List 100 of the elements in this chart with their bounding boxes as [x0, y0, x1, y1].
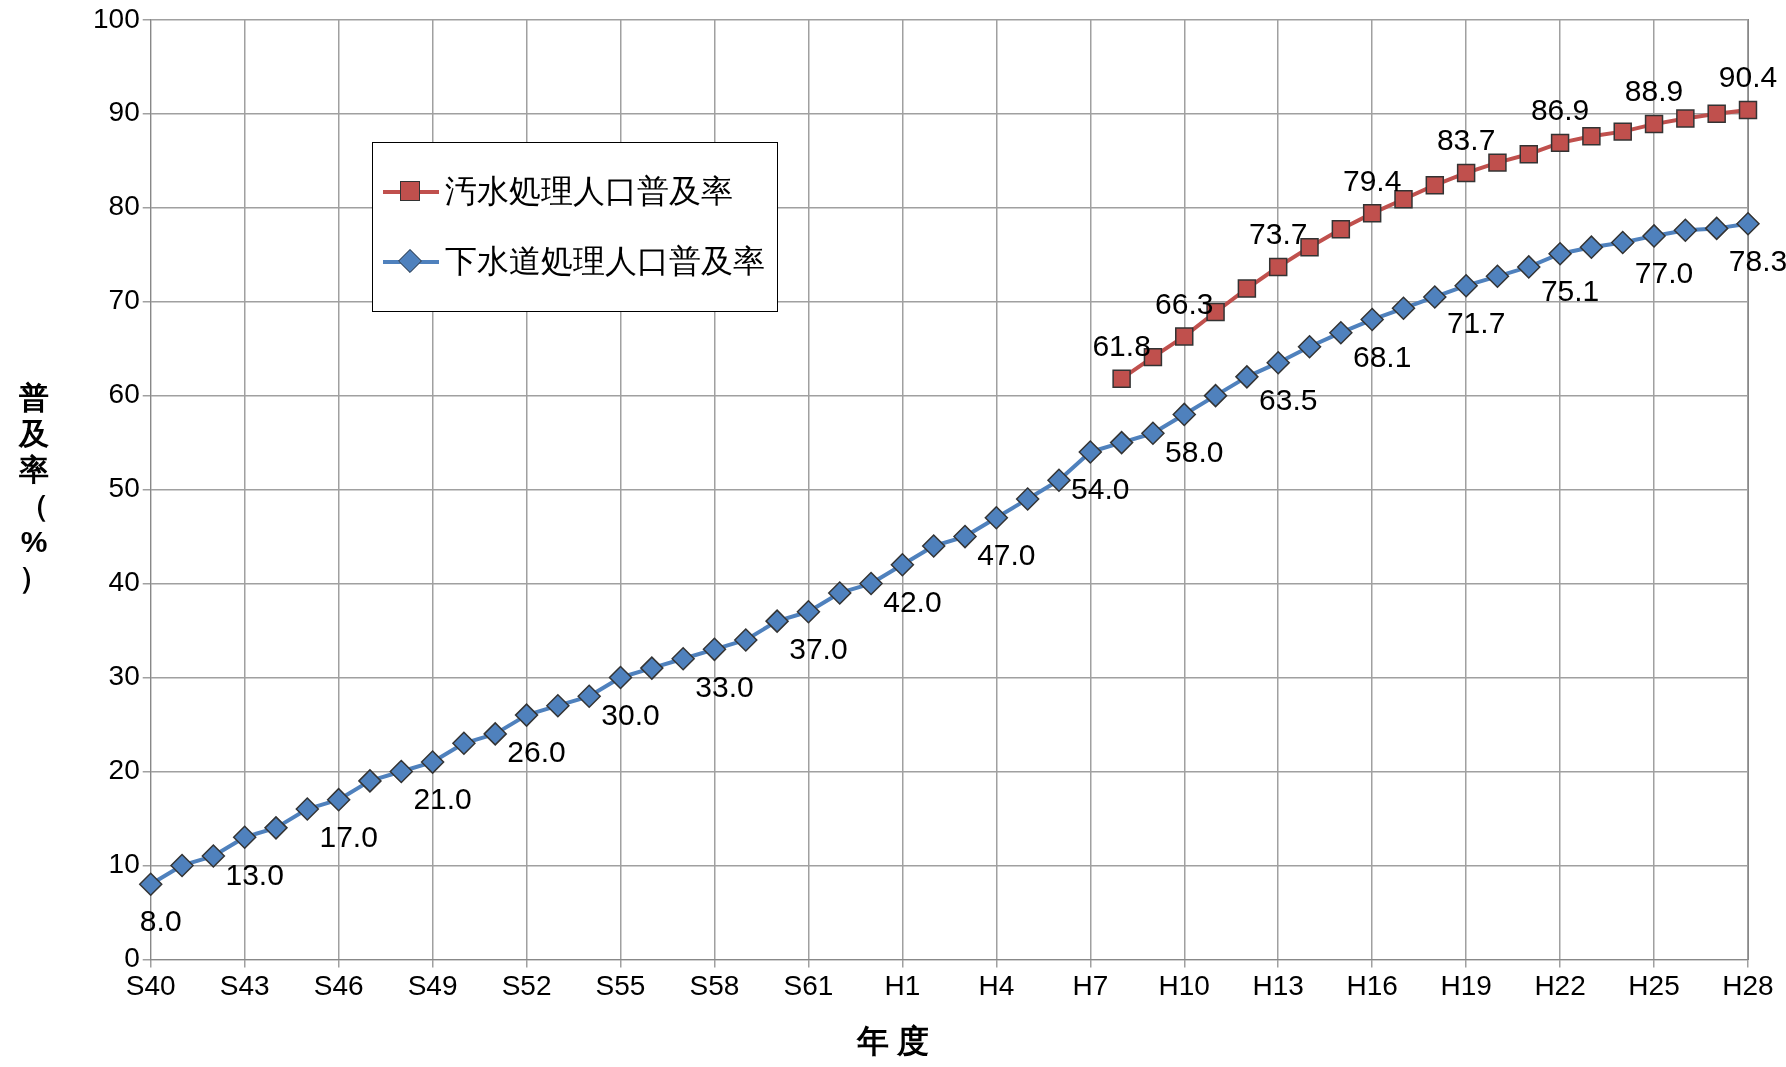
x-tick-label: H25	[1628, 969, 1680, 1001]
point	[1582, 127, 1601, 146]
point	[358, 769, 382, 793]
y-axis-title: 普及率（%）	[17, 380, 50, 596]
point	[483, 722, 507, 746]
point	[827, 581, 852, 605]
data-label: 63.5	[1259, 383, 1318, 417]
data-label: 77.0	[1634, 256, 1694, 290]
data-label: 33.0	[695, 669, 754, 703]
data-label: 86.9	[1530, 93, 1590, 127]
data-label: 71.7	[1446, 305, 1506, 339]
point	[1362, 204, 1382, 223]
x-tick-label: H4	[978, 969, 1015, 1001]
x-tick-label: H7	[1072, 969, 1109, 1001]
point	[264, 816, 288, 840]
point	[1519, 144, 1538, 164]
point	[1237, 279, 1257, 298]
point	[1391, 296, 1416, 321]
point	[138, 872, 163, 896]
point	[1203, 383, 1228, 408]
data-label: 54.0	[1071, 472, 1130, 506]
point	[1235, 365, 1259, 389]
data-label: 13.0	[225, 857, 284, 891]
x-tick-label: S58	[689, 969, 740, 1001]
x-tick-label: H28	[1722, 969, 1774, 1001]
point	[1707, 104, 1726, 123]
point	[577, 684, 601, 709]
x-tick-label: S52	[501, 969, 552, 1001]
point	[295, 797, 320, 821]
data-label: 58.0	[1165, 434, 1224, 468]
point	[420, 750, 445, 774]
point	[1078, 440, 1103, 464]
y-tick-label: 80	[108, 190, 140, 222]
data-label: 26.0	[507, 735, 566, 769]
point	[702, 637, 727, 662]
data-label: 78.3	[1728, 243, 1786, 277]
point	[1517, 255, 1541, 279]
data-label: 61.8	[1092, 328, 1151, 362]
point	[1485, 264, 1510, 289]
point	[1112, 369, 1131, 388]
y-tick-label: 100	[93, 2, 140, 34]
point	[389, 759, 414, 784]
point	[514, 703, 539, 727]
point	[1394, 190, 1413, 209]
point	[1015, 487, 1040, 511]
point	[201, 844, 226, 868]
point	[1266, 351, 1290, 375]
point	[671, 646, 695, 671]
data-label: 30.0	[601, 697, 660, 731]
point	[1331, 220, 1351, 239]
point	[1454, 273, 1478, 298]
point	[953, 524, 977, 549]
y-tick-label: 70	[108, 284, 140, 316]
data-label: 83.7	[1436, 123, 1496, 157]
point	[859, 571, 883, 596]
data-label: 68.1	[1352, 339, 1412, 373]
point	[1550, 133, 1570, 153]
point	[734, 628, 758, 652]
point	[1738, 100, 1758, 120]
point	[1425, 175, 1445, 195]
data-label: 90.4	[1718, 60, 1778, 94]
data-label: 37.0	[789, 632, 848, 666]
point	[1610, 230, 1635, 255]
y-tick-label: 90	[108, 96, 140, 128]
point	[1047, 468, 1071, 492]
data-label: 8.0	[139, 904, 182, 938]
y-tick-label: 40	[108, 566, 140, 598]
x-tick-label: H19	[1440, 969, 1492, 1001]
x-tick-label: H16	[1346, 969, 1398, 1001]
data-label: 88.9	[1624, 74, 1684, 108]
x-tick-label: H22	[1534, 969, 1586, 1001]
y-tick-label: 20	[108, 754, 140, 786]
data-label: 75.1	[1540, 274, 1600, 308]
data-label: 66.3	[1155, 286, 1214, 320]
point	[1423, 285, 1447, 309]
point	[1297, 335, 1322, 359]
point	[232, 825, 257, 849]
point	[608, 665, 633, 690]
point	[1360, 307, 1384, 332]
x-tick-label: S49	[407, 969, 458, 1001]
point	[1548, 242, 1572, 266]
y-tick-label: 10	[108, 848, 140, 880]
point	[1676, 109, 1695, 128]
point	[1673, 218, 1698, 243]
y-tick-label: 50	[108, 472, 140, 504]
point	[921, 534, 946, 558]
point	[1268, 257, 1288, 277]
point	[984, 506, 1009, 530]
point	[1736, 211, 1760, 236]
point	[640, 656, 664, 680]
point	[1704, 216, 1729, 241]
point	[170, 853, 194, 878]
x-axis-title: 年 度	[855, 1022, 931, 1061]
point	[1644, 114, 1664, 134]
data-label: 47.0	[977, 538, 1036, 572]
x-tick-label: H13	[1252, 969, 1304, 1001]
data-label: 79.4	[1342, 163, 1402, 197]
x-tick-label: H1	[884, 969, 921, 1001]
data-label: 17.0	[319, 819, 378, 853]
point	[1175, 327, 1194, 346]
